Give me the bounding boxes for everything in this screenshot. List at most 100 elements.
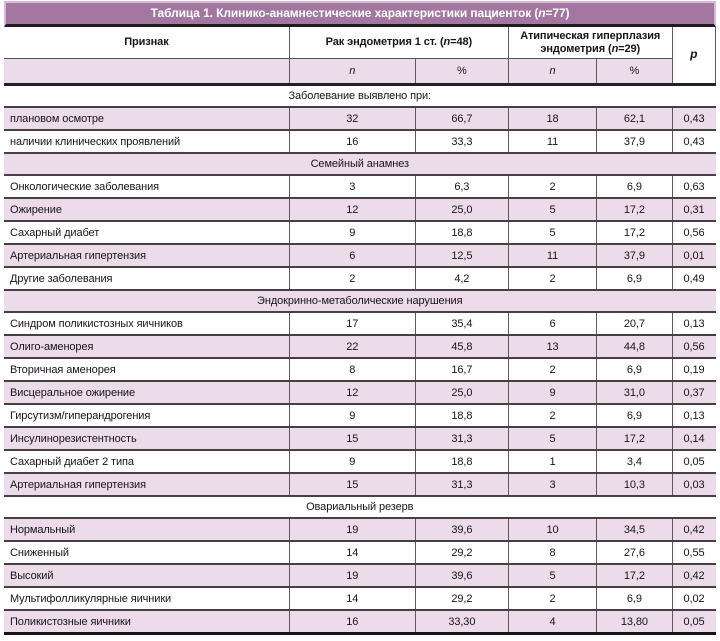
- cell-n1: 15: [288, 473, 416, 497]
- row-label: Гирсутизм/гиперандрогения: [4, 404, 290, 428]
- cell-pct1: 18,8: [414, 450, 509, 474]
- cell-n1: 16: [288, 130, 416, 154]
- cell-pct1: 18,8: [414, 404, 509, 428]
- cell-pct2: 6,9: [596, 404, 673, 428]
- row-label: Сахарный диабет: [4, 221, 290, 245]
- cell-pct1: 18,8: [414, 221, 509, 245]
- section-header-row: Эндокринно-метаболические нарушения: [4, 290, 716, 313]
- row-label: Олиго-аменорея: [4, 335, 290, 359]
- cell-n1: 14: [288, 541, 416, 565]
- cell-pct1: 45,8: [414, 335, 509, 359]
- subheader-pct-group2: %: [596, 58, 673, 86]
- row-label: Сниженный: [4, 541, 290, 565]
- group1-suffix: =48): [450, 36, 473, 49]
- cell-n1: 3: [288, 175, 416, 199]
- section-header: Овариальный резерв: [4, 496, 716, 519]
- cell-pct1: 12,5: [414, 244, 509, 268]
- header-row-groups: Признак Рак эндометрия 1 ст. (n=48) Атип…: [4, 27, 717, 86]
- cell-n1: 22: [288, 335, 416, 359]
- cell-n2: 3: [507, 473, 597, 497]
- cell-n1: 8: [288, 358, 416, 382]
- cell-pct1: 29,2: [414, 587, 509, 611]
- cell-n2: 1: [507, 450, 597, 474]
- table-row: Другие заболевания 2 4,2 2 6,9 0,49: [4, 267, 716, 291]
- cell-n2: 5: [507, 427, 597, 451]
- cell-pct2: 37,9: [596, 130, 673, 154]
- table-row: Артериальная гипертензия 6 12,5 11 37,9 0,01: [4, 244, 716, 268]
- cell-pct1: 25,0: [414, 381, 509, 405]
- table-row: Мультифолликулярные яичники 14 29,2 2 6,9 0,0…: [4, 587, 716, 611]
- subheader-n-group2: n: [507, 58, 597, 86]
- cell-n1: 12: [288, 198, 416, 222]
- cell-pct1: 16,7: [414, 358, 509, 382]
- cell-n1: 16: [288, 610, 416, 635]
- row-label: Мультифолликулярные яичники: [4, 587, 290, 611]
- cell-pct2: 34,5: [596, 518, 673, 542]
- cell-pct2: 31,0: [596, 381, 673, 405]
- table-row: Сахарный диабет 2 типа 9 18,8 1 3,4 0,05: [4, 450, 716, 474]
- cell-n1: 9: [288, 404, 416, 428]
- cell-p: 0,56: [671, 335, 716, 359]
- cell-n1: 19: [288, 518, 416, 542]
- table-row: Вторичная аменорея 8 16,7 2 6,9 0,19: [4, 358, 716, 382]
- cell-p: 0,49: [671, 267, 716, 291]
- column-header-group2: Атипическая гиперплазия эндометрия (n=29…: [507, 27, 673, 59]
- table-row: Онкологические заболевания 3 6,3 2 6,9 0,63: [4, 175, 716, 199]
- cell-pct1: 31,3: [414, 427, 509, 451]
- cell-pct2: 6,9: [596, 587, 673, 611]
- cell-n1: 9: [288, 450, 416, 474]
- cell-p: 0,02: [671, 587, 716, 611]
- cell-p: 0,43: [671, 107, 716, 131]
- cell-pct2: 17,2: [596, 564, 673, 588]
- cell-pct1: 25,0: [414, 198, 509, 222]
- cell-pct1: 35,4: [414, 312, 509, 336]
- cell-n1: 12: [288, 381, 416, 405]
- column-header-p: p: [671, 27, 717, 86]
- cell-p: 0,42: [671, 518, 716, 542]
- table-title-suffix: =77): [545, 6, 570, 20]
- group2-text: Атипическая гиперплазия эндометрия (: [520, 29, 661, 55]
- table-row: Нормальный 19 39,6 10 34,5 0,42: [4, 518, 716, 542]
- cell-pct2: 6,9: [596, 358, 673, 382]
- cell-n2: 2: [507, 267, 597, 291]
- cell-pct1: 31,3: [414, 473, 509, 497]
- cell-n1: 6: [288, 244, 416, 268]
- cell-n2: 18: [507, 107, 597, 131]
- row-label: Поликистозные яичники: [4, 610, 290, 635]
- cell-n2: 9: [507, 381, 597, 405]
- cell-n1: 15: [288, 427, 416, 451]
- cell-n2: 2: [507, 587, 597, 611]
- column-header-group1: Рак эндометрия 1 ст. (n=48): [288, 27, 509, 59]
- cell-n2: 6: [507, 312, 597, 336]
- table-title-text: Таблица 1. Клинико-анамнестические харак…: [150, 6, 539, 20]
- cell-n2: 8: [507, 541, 597, 565]
- row-label: Онкологические заболевания: [4, 175, 290, 199]
- cell-pct2: 44,8: [596, 335, 673, 359]
- cell-n2: 10: [507, 518, 597, 542]
- column-header-feature: Признак: [4, 27, 290, 59]
- table-title-n-italic: n: [538, 6, 546, 20]
- table-row: наличии клинических проявлений 16 33,3 11 37…: [4, 130, 716, 154]
- table-row: Висцеральное ожирение 12 25,0 9 31,0 0,37: [4, 381, 716, 405]
- row-label: Висцеральное ожирение: [4, 381, 290, 405]
- table-header: Признак Рак эндометрия 1 ст. (n=48) Атип…: [4, 27, 717, 86]
- row-label: Синдром поликистозных яичников: [4, 312, 290, 336]
- cell-pct2: 3,4: [596, 450, 673, 474]
- cell-pct2: 6,9: [596, 267, 673, 291]
- cell-pct2: 13,80: [596, 610, 673, 635]
- table-title: Таблица 1. Клинико-анамнестические харак…: [4, 1, 716, 27]
- subheader-n-group1: n: [288, 58, 416, 86]
- cell-p: 0,56: [671, 221, 716, 245]
- cell-pct2: 17,2: [596, 198, 673, 222]
- header-row-subcolumns: n % n %: [4, 58, 716, 86]
- cell-pct2: 20,7: [596, 312, 673, 336]
- cell-n2: 5: [507, 198, 597, 222]
- section-header: Заболевание выявлено при:: [4, 84, 716, 108]
- group1-n-italic: n: [443, 36, 451, 49]
- cell-pct2: 27,6: [596, 541, 673, 565]
- cell-n1: 14: [288, 587, 416, 611]
- row-label: Высокий: [4, 564, 290, 588]
- cell-pct1: 4,2: [414, 267, 509, 291]
- row-label: Инсулинорезистентность: [4, 427, 290, 451]
